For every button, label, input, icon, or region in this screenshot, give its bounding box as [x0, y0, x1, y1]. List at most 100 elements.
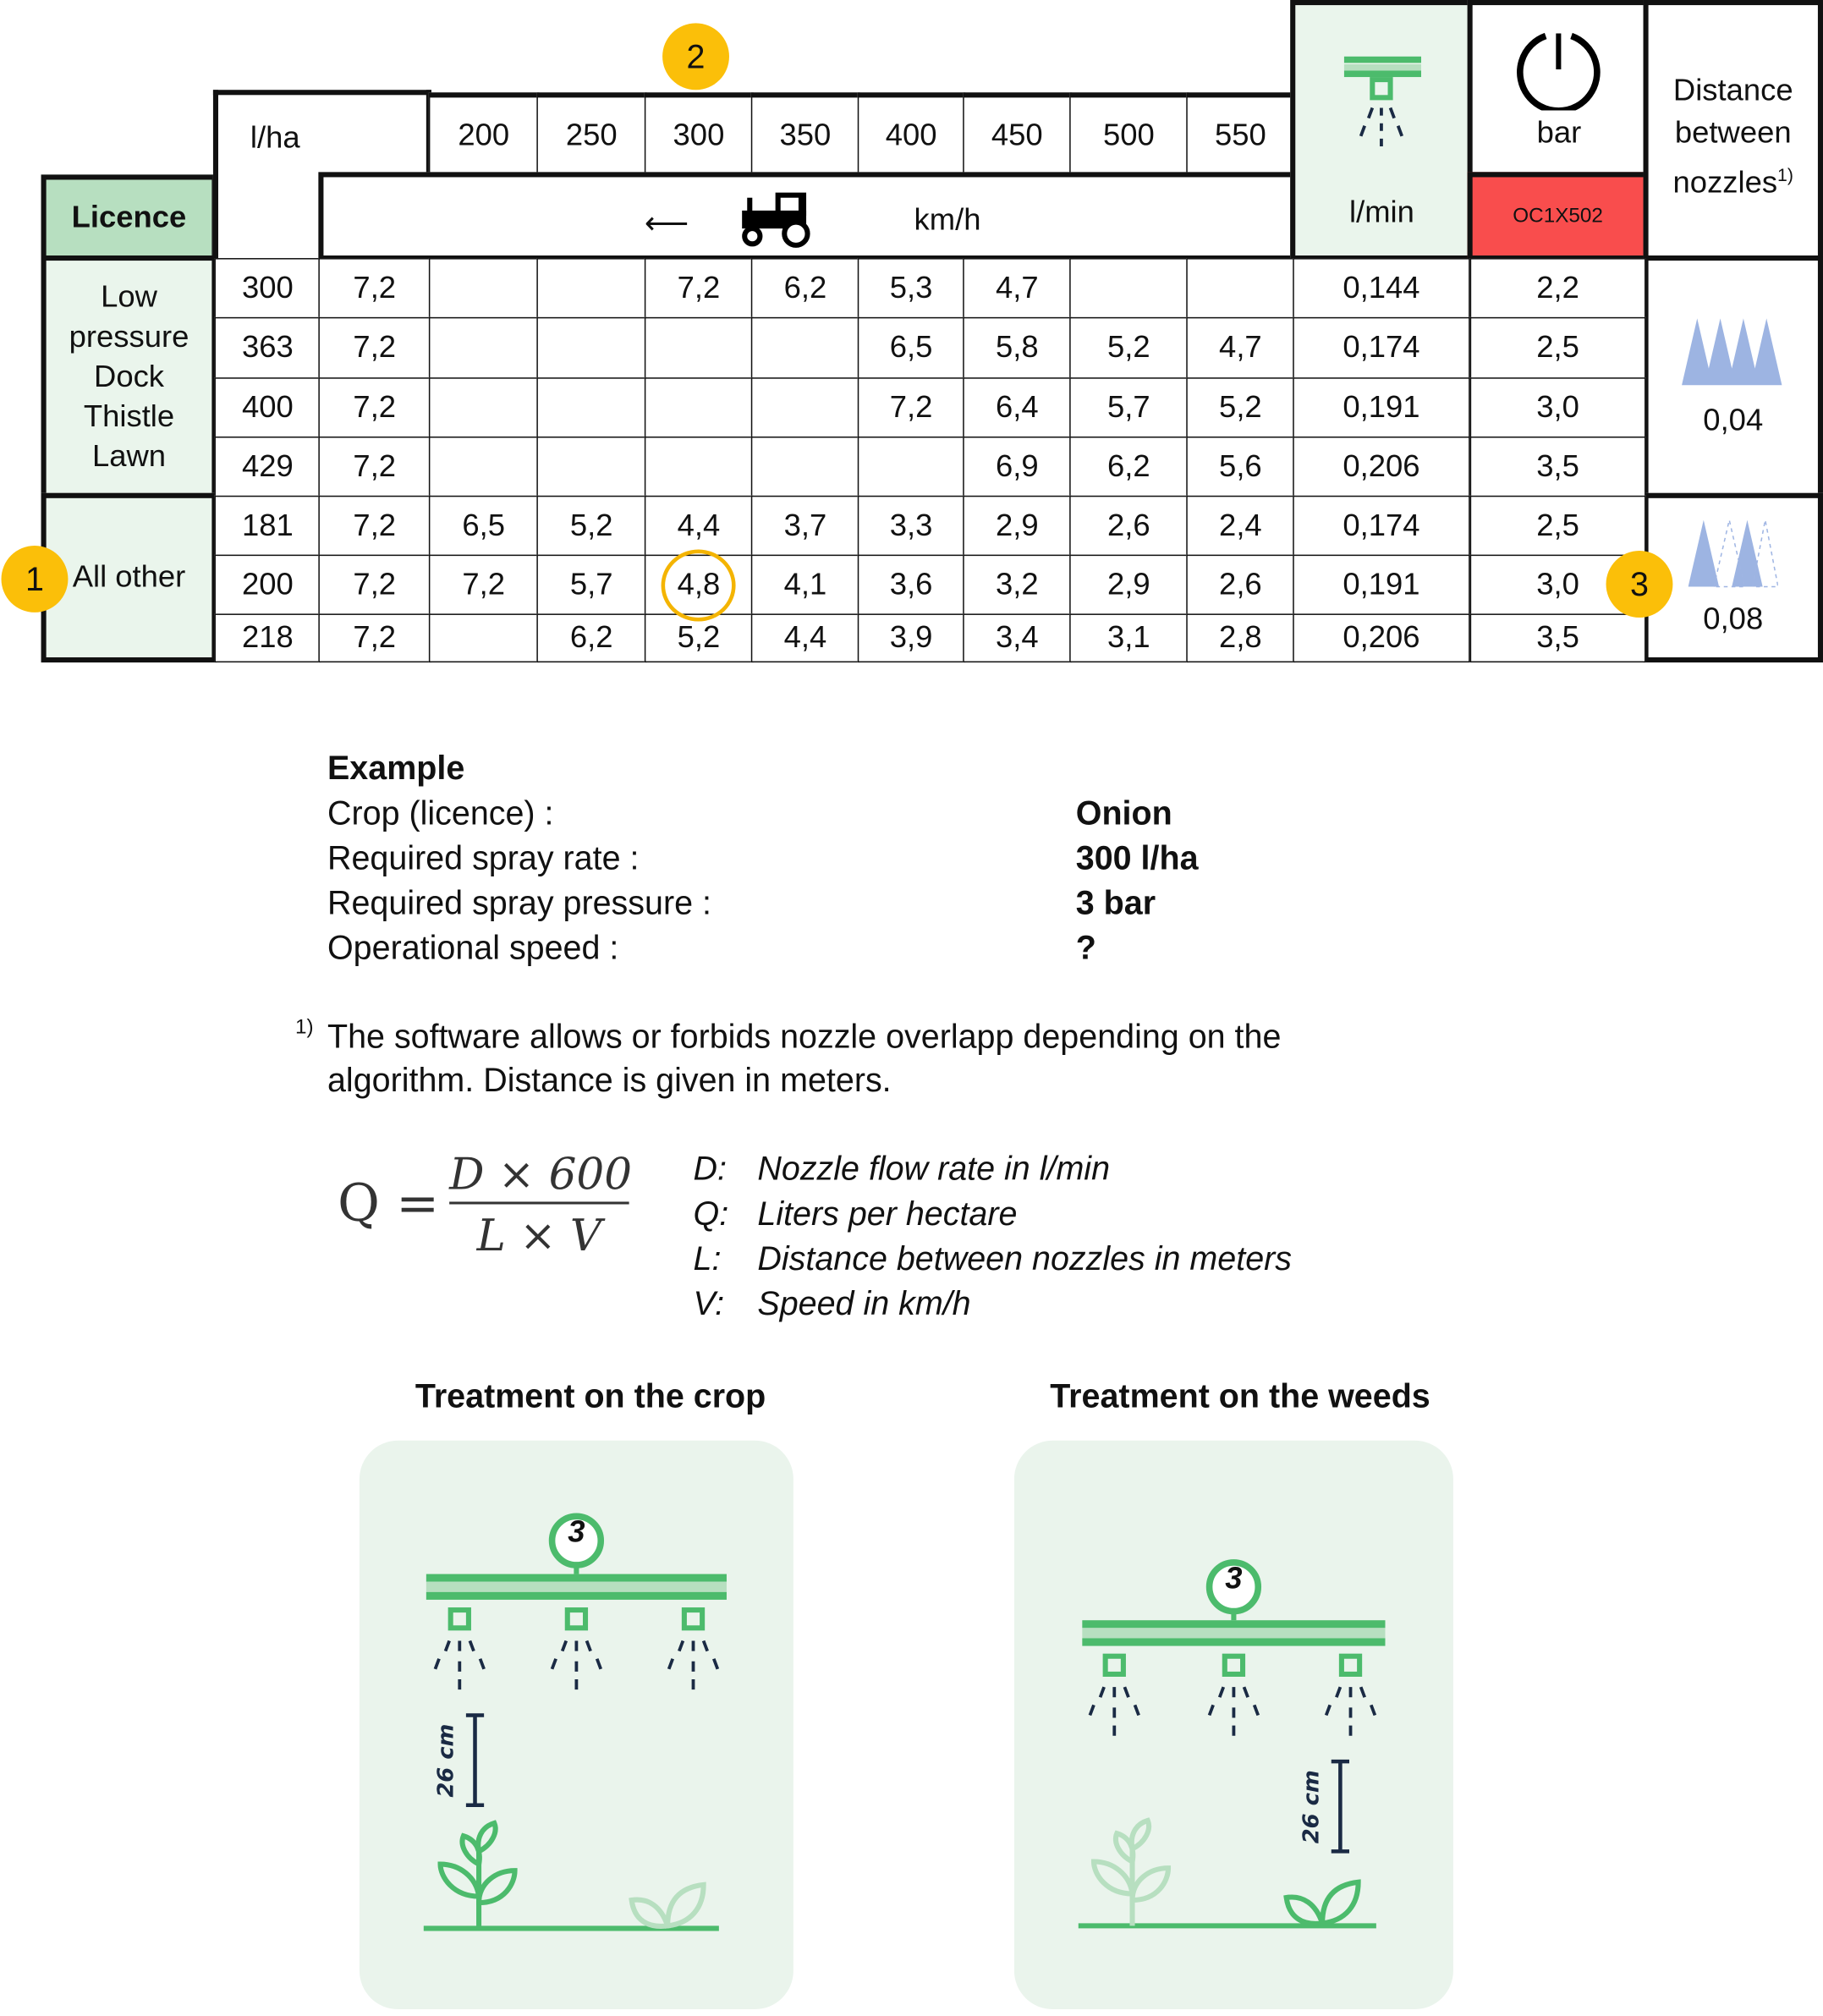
speed-header: 200 — [428, 92, 539, 175]
lha-value: 181 — [214, 495, 321, 557]
panel-badge-crop: 3 — [568, 1514, 585, 1550]
example-value: Onion — [1075, 793, 1172, 832]
speed-value: 2,9 — [1069, 554, 1189, 616]
speed-value — [644, 436, 754, 498]
speed-value — [428, 613, 539, 662]
speed-value — [536, 436, 647, 498]
lha-value: 218 — [214, 613, 321, 662]
speed-value: 5,2 — [536, 495, 647, 557]
height-label: 26 cm — [1299, 1770, 1325, 1843]
distance-group-2: 0,08 — [1643, 492, 1823, 663]
speed-value: 6,2 — [1069, 436, 1189, 498]
speed-value — [644, 377, 754, 439]
lha-value: 400 — [214, 377, 321, 439]
licence-label-line: Low — [101, 279, 157, 315]
speed-value: 3,9 — [857, 613, 965, 662]
weeds-treatment-illustration: 26 cm — [1078, 1559, 1386, 1929]
tractor-icon — [742, 192, 810, 248]
legend-symbol: Q: — [693, 1194, 729, 1233]
licence-label-line: All other — [72, 559, 186, 595]
legend-text: Liters per hectare — [757, 1194, 1018, 1233]
bar-value: 3,0 — [1469, 377, 1646, 439]
footnote-mark: 1) — [295, 1016, 314, 1039]
legend-symbol: D: — [693, 1149, 727, 1188]
lmin-header: l/min — [1290, 0, 1473, 261]
distance-value: 0,08 — [1703, 602, 1764, 637]
example-label: Operational speed : — [327, 928, 619, 967]
example-label: Required spray pressure : — [327, 883, 711, 922]
marker-1: 1 — [1, 545, 69, 612]
example-title: Example — [327, 748, 465, 788]
licence-label-line: pressure — [69, 319, 189, 354]
bar-value: 2,5 — [1469, 316, 1646, 380]
speed-header: 450 — [963, 92, 1072, 175]
speed-value: 5,2 — [1069, 316, 1189, 380]
lmin-value: 0,206 — [1293, 613, 1470, 662]
speed-value: 5,7 — [1069, 377, 1189, 439]
speed-value: 5,3 — [857, 258, 965, 320]
speed-value — [1069, 258, 1189, 320]
speed-value: 4,4 — [750, 613, 860, 662]
speed-value: 3,7 — [750, 495, 860, 557]
speed-value — [428, 316, 539, 380]
formula-denominator: L × V — [476, 1211, 602, 1262]
licence-label-line: Dock — [94, 359, 165, 394]
panel-title-crop: Treatment on the crop — [415, 1376, 766, 1415]
speed-value: 7,2 — [318, 613, 431, 662]
speed-value: 7,2 — [428, 554, 539, 616]
speed-value: 6,4 — [963, 377, 1072, 439]
speed-value: 6,2 — [536, 613, 647, 662]
speed-value: 5,2 — [644, 613, 754, 662]
spray-overlap-icon — [1682, 317, 1782, 385]
speed-value: 3,4 — [963, 613, 1072, 662]
speed-value — [536, 258, 647, 320]
lmin-value: 0,206 — [1293, 436, 1470, 498]
speed-value: 3,2 — [963, 554, 1072, 616]
panel-badge-weeds: 3 — [1225, 1561, 1243, 1596]
speed-value — [536, 316, 647, 380]
legend-symbol: V: — [693, 1283, 725, 1323]
lha-value: 429 — [214, 436, 321, 498]
speed-value: 7,2 — [644, 258, 754, 320]
speed-value — [428, 258, 539, 320]
fraction-bar — [449, 1201, 629, 1205]
example-value: ? — [1075, 928, 1096, 967]
speed-value: 6,5 — [857, 316, 965, 380]
formula-numerator: D × 600 — [449, 1149, 633, 1200]
speed-header: 250 — [536, 92, 647, 175]
footnote-line-1: The software allows or forbids nozzle ov… — [327, 1016, 1282, 1056]
speed-header: 400 — [857, 92, 965, 175]
lmin-value: 0,144 — [1293, 258, 1470, 320]
bar-header: bar — [1467, 0, 1649, 178]
distance-value: 0,04 — [1703, 402, 1764, 437]
speed-header: 300 — [644, 92, 754, 175]
speed-value: 3,3 — [857, 495, 965, 557]
height-label: 26 cm — [434, 1724, 459, 1798]
speed-value: 7,2 — [318, 554, 431, 616]
speed-header: 350 — [750, 92, 860, 175]
distance-group-1: 0,04 — [1643, 255, 1823, 498]
speed-value: 3,6 — [857, 554, 965, 616]
legend-symbol: L: — [693, 1239, 722, 1278]
speed-value: 4,4 — [644, 495, 754, 557]
speed-value: 7,2 — [318, 258, 431, 320]
speed-value — [857, 436, 965, 498]
licence-label-line: Lawn — [91, 439, 167, 474]
speed-value: 2,6 — [1186, 554, 1295, 616]
speed-value: 7,2 — [318, 495, 431, 557]
speed-value — [750, 316, 860, 380]
licence-header: Licence — [41, 174, 217, 261]
speed-value: 5,6 — [1186, 436, 1295, 498]
example-value: 300 l/ha — [1075, 838, 1199, 877]
lmin-value: 0,191 — [1293, 554, 1470, 616]
speed-value: 5,8 — [963, 316, 1072, 380]
speed-value: 4,7 — [963, 258, 1072, 320]
footnote-line-2: algorithm. Distance is given in meters. — [327, 1060, 892, 1100]
speed-value: 7,2 — [857, 377, 965, 439]
lmin-value: 0,174 — [1293, 316, 1470, 380]
marker-3: 3 — [1606, 551, 1673, 618]
licence-group-low-pressure: Low pressure Dock Thistle Lawn — [41, 255, 217, 498]
speed-value: 2,8 — [1186, 613, 1295, 662]
lmin-value: 0,174 — [1293, 495, 1470, 557]
